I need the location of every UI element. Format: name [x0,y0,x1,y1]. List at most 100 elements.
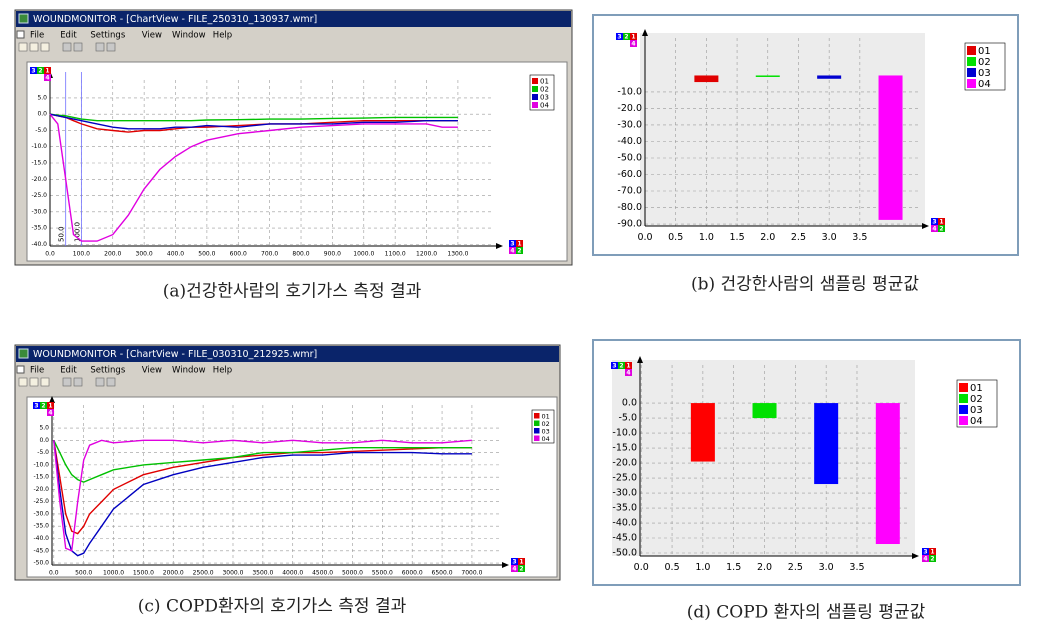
y-tick-label: -35.0 [31,225,47,232]
x-tick-label: 2000.0 [163,570,184,577]
badge-text: 1 [45,67,49,74]
x-tick-label: 800.0 [292,251,309,258]
y-tick-label: -30.0 [33,510,49,517]
x-tick-label: 3.5 [852,232,867,243]
x-tick-label: 3.0 [822,232,837,243]
legend-swatch [959,383,968,392]
badge-text: 1 [517,240,521,247]
x-tick-label: 3500.0 [252,570,273,577]
legend-label: 04 [978,79,991,90]
menu-item[interactable]: Edit [60,31,77,41]
y-tick-label: -5.0 [37,449,49,456]
legend-swatch [959,394,968,403]
badge-text: 1 [631,33,635,40]
badge-cell [929,548,936,555]
menu-item[interactable]: Window [172,366,206,376]
badge-cell [516,240,523,247]
badge-cell [625,369,632,376]
y-tick-label: -35.0 [33,523,49,530]
x-tick-label: 0.5 [668,232,683,243]
x-tick-label: 5500.0 [372,570,393,577]
toolbar-icon [62,377,72,387]
badge-cell [518,565,525,572]
menu-item[interactable]: Window [172,31,206,41]
badge-text: 2 [517,247,521,254]
badge-cell [929,555,936,562]
x-tick-label: 0.0 [45,251,55,258]
legend-swatch [534,435,540,441]
badge-text: 3 [512,558,516,565]
x-tick-label: 0.0 [634,562,649,573]
x-tick-label: 200.0 [104,251,121,258]
series-line [49,113,458,133]
legend-label: 03 [542,427,550,435]
badge-text: 4 [48,409,52,416]
menu-item[interactable]: Help [213,31,232,41]
y-tick-label: -20.0 [617,103,642,114]
x-tick-label: 1.0 [699,232,714,243]
plot-area [612,360,915,556]
y-tick-label: -20.0 [31,176,47,183]
legend-label: 02 [978,57,991,68]
menu-item[interactable]: View [142,31,162,41]
bar [755,75,780,77]
legend-swatch [967,46,976,55]
badge-cell [630,40,637,47]
badge-cell [509,247,516,254]
x-tick-label: 2.5 [791,232,806,243]
badge-cell [931,218,938,225]
y-tick-label: 0.0 [622,398,637,409]
legend-swatch [532,94,538,100]
x-tick-label: 1.5 [726,562,741,573]
legend-swatch [532,78,538,84]
toolbar-icon [18,42,28,52]
toolbar-icon [95,377,105,387]
toolbar-icon [29,377,39,387]
badge-cell [938,225,945,232]
legend-label: 01 [540,78,549,86]
title-bar [16,11,571,27]
y-tick-label: -5.0 [35,127,47,134]
bar [690,403,715,462]
toolbar-icon [73,42,83,52]
menu-item[interactable]: Help [213,366,232,376]
badge-cell [630,33,637,40]
x-tick-label: 2.5 [788,562,803,573]
series-line [53,440,472,557]
menu-item[interactable]: Settings [90,366,125,376]
menu-item[interactable]: Settings [90,31,125,41]
x-tick-label: 3.5 [849,562,864,573]
x-axis-arrow [496,243,503,249]
x-tick-label: 7000.0 [461,570,482,577]
badge-cell [625,362,632,369]
x-axis-arrow [502,562,509,568]
legend-label: 01 [970,383,983,394]
badge-text: 3 [932,218,936,225]
x-tick-label: 6000.0 [402,570,423,577]
badge-text: 3 [510,240,514,247]
y-tick-label: -35.0 [612,503,637,514]
y-tick-label: -15.0 [31,160,47,167]
menu-item[interactable]: File [30,366,44,376]
chart-panel: WOUNDMONITOR - [ChartView - FILE_250310_… [14,9,573,302]
y-tick-label: -10.0 [33,461,49,468]
y-tick-label: -30.0 [617,119,642,130]
legend-label: 02 [540,86,549,94]
caption: (b) 건강한사람의 샘플링 평균값 [691,275,919,295]
x-tick-label: 1200.0 [416,251,437,258]
menu-item[interactable]: Edit [60,366,77,376]
bar [694,75,719,83]
legend-label: 01 [978,46,991,57]
toolbar-icon [40,377,50,387]
y-axis-arrow [49,396,55,403]
legend-swatch [532,86,538,92]
legend-label: 02 [542,420,550,428]
badge-cell [611,362,618,369]
x-tick-label: 0.0 [637,232,652,243]
badge-text: 4 [923,555,927,562]
legend-swatch [534,420,540,426]
toolbar-icon [106,377,116,387]
marker-label: 100.0 [73,222,81,242]
menu-item[interactable]: File [30,31,44,41]
menu-item[interactable]: View [142,366,162,376]
